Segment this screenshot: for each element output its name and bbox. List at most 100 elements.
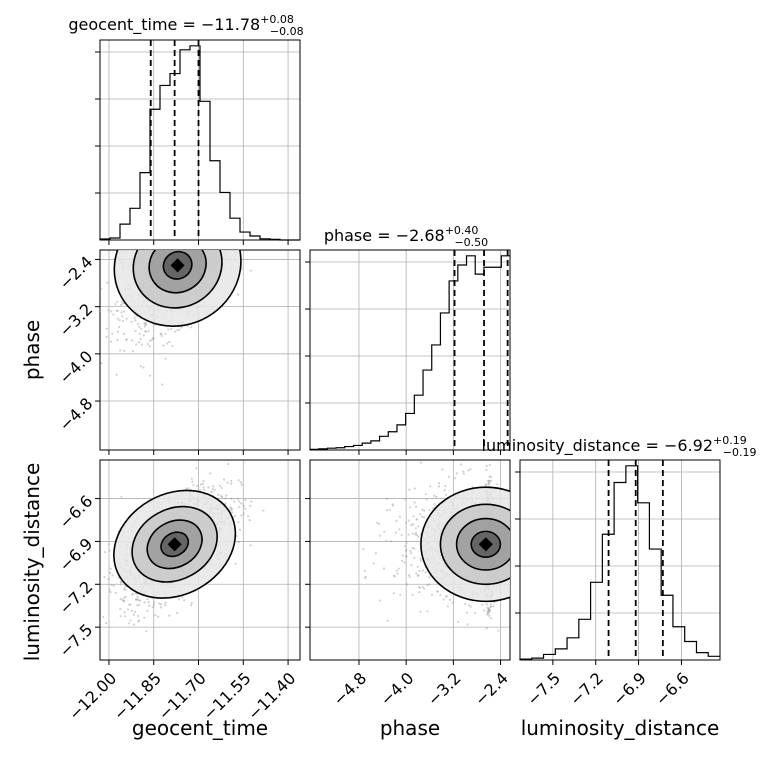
scatter-point — [139, 337, 142, 341]
scatter-point — [176, 329, 179, 332]
scatter-point — [398, 528, 401, 531]
x-tick-label: −7.2 — [566, 669, 607, 710]
scatter-point — [167, 328, 170, 331]
histogram-step — [99, 45, 300, 241]
scatter-point — [146, 342, 149, 346]
scatter-point — [178, 221, 180, 223]
scatter-point — [158, 225, 160, 227]
scatter-point — [110, 583, 113, 587]
scatter-point — [482, 609, 486, 612]
scatter-point — [125, 338, 128, 341]
luminosity-distance-x-label: luminosity_distance — [521, 716, 720, 740]
scatter-point — [465, 611, 469, 614]
scatter-point — [182, 242, 184, 244]
scatter-point — [240, 212, 242, 214]
scatter-point — [238, 500, 241, 503]
scatter-point — [220, 212, 222, 214]
scatter-point — [163, 233, 165, 235]
scatter-point — [137, 322, 140, 325]
scatter-point — [437, 485, 441, 488]
scatter-point — [414, 527, 417, 530]
scatter-point — [226, 244, 228, 246]
scatter-point — [105, 327, 108, 330]
scatter-point — [180, 217, 182, 219]
scatter-point — [204, 244, 206, 246]
scatter-point — [459, 463, 463, 466]
scatter-point — [227, 462, 230, 466]
scatter-point — [179, 240, 181, 242]
scatter-point — [122, 332, 125, 336]
scatter-point — [109, 567, 112, 570]
scatter-point — [424, 571, 427, 574]
scatter-point — [183, 237, 185, 239]
scatter-point — [179, 225, 181, 227]
scatter-point — [224, 210, 226, 212]
scatter-point — [134, 232, 136, 234]
scatter-point — [191, 246, 193, 248]
contour-line — [148, 250, 207, 294]
scatter-point — [207, 247, 209, 249]
scatter-point — [164, 222, 166, 224]
scatter-point — [206, 224, 208, 226]
scatter-point — [222, 208, 224, 210]
scatter-point — [395, 569, 398, 572]
scatter-point — [212, 246, 214, 248]
scatter-point — [201, 235, 203, 237]
geocent-time-histogram-panel — [95, 39, 301, 245]
scatter-point — [119, 581, 123, 584]
scatter-point — [163, 237, 165, 239]
scatter-point — [166, 243, 168, 245]
scatter-point — [210, 208, 212, 210]
scatter-point — [486, 611, 489, 615]
scatter-point — [204, 216, 206, 218]
scatter-point — [230, 482, 233, 485]
panel-frame — [99, 39, 301, 241]
scatter-point — [128, 603, 131, 606]
scatter-point — [130, 320, 133, 323]
scatter-point — [423, 509, 426, 512]
scatter-point — [111, 574, 114, 577]
scatter-point — [488, 608, 491, 611]
scatter-point — [385, 539, 388, 542]
scatter-point — [193, 224, 195, 226]
scatter-point — [187, 236, 189, 238]
scatter-point — [178, 598, 181, 601]
scatter-point — [212, 205, 214, 207]
scatter-point — [170, 203, 172, 205]
scatter-point — [173, 237, 175, 239]
scatter-point — [170, 224, 172, 226]
scatter-point — [220, 231, 222, 233]
scatter-point — [487, 607, 490, 611]
scatter-point — [119, 597, 122, 601]
scatter-point — [221, 226, 223, 228]
scatter-point — [215, 197, 217, 199]
scatter-point — [193, 189, 195, 191]
scatter-point — [123, 587, 126, 590]
scatter-point — [142, 366, 145, 369]
scatter-point — [467, 469, 470, 472]
scatter-point — [169, 243, 171, 245]
scatter-point — [144, 330, 147, 333]
scatter-point — [221, 207, 223, 209]
scatter-point — [485, 627, 488, 630]
scatter-point — [376, 521, 379, 525]
scatter-point — [404, 521, 408, 524]
scatter-point — [211, 487, 214, 490]
scatter-point — [184, 216, 186, 218]
scatter-point — [489, 605, 492, 608]
scatter-point — [449, 598, 452, 601]
scatter-point — [134, 598, 137, 601]
scatter-point — [217, 208, 219, 210]
scatter-point — [216, 198, 218, 200]
scatter-point — [405, 555, 408, 558]
scatter-point — [205, 218, 207, 220]
scatter-point — [184, 234, 186, 236]
scatter-point — [158, 602, 161, 605]
scatter-point — [116, 300, 119, 303]
scatter-point — [137, 341, 140, 344]
scatter-point — [151, 238, 153, 240]
scatter-point — [407, 519, 410, 522]
scatter-point — [174, 244, 176, 246]
scatter-point — [209, 472, 212, 475]
scatter-point — [109, 571, 112, 574]
